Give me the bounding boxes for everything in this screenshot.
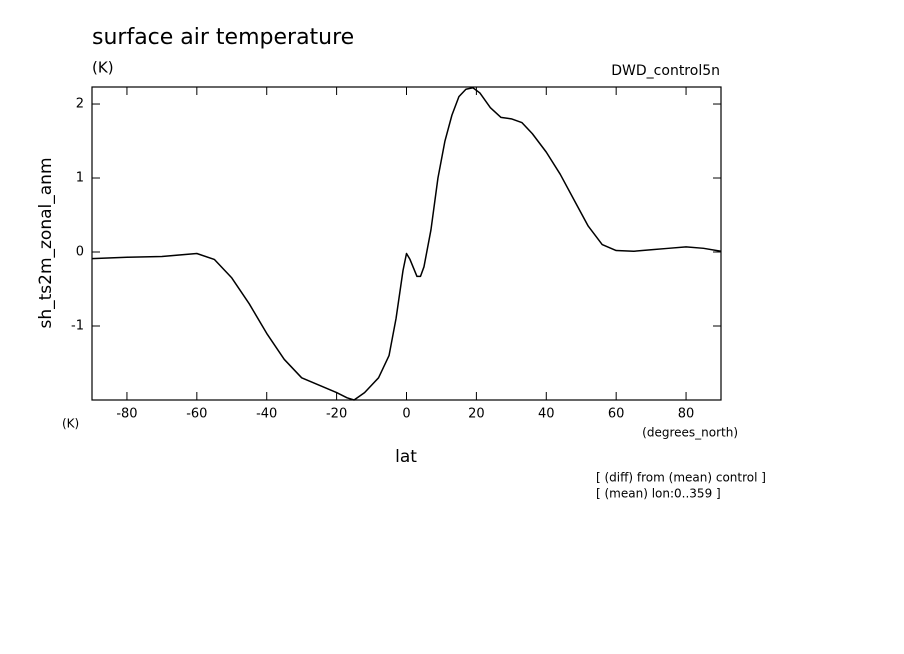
- line: [91, 86, 722, 401]
- x-tick-label: -80: [116, 407, 137, 422]
- units: (K): [92, 59, 114, 77]
- x-tick-label: 80: [678, 407, 695, 422]
- plot-frame: [91, 86, 722, 401]
- x-tick-label: -20: [326, 407, 347, 422]
- x-tick-label: -60: [186, 407, 207, 422]
- chart-title: surface air temperature: [92, 25, 354, 50]
- y-tick-label: 0: [76, 245, 84, 260]
- x-tick-label: 0: [402, 407, 410, 422]
- note: [ (mean) lon:0..359 ]: [596, 487, 721, 501]
- x-tick-label: -40: [256, 407, 277, 422]
- y-axis-label: sh_ts2m_zonal_anm: [36, 157, 56, 328]
- note: [ (diff) from (mean) control ]: [596, 471, 766, 485]
- x-tick-label: 60: [608, 407, 625, 422]
- x-axis-label: lat: [395, 447, 417, 467]
- x-tick-label: 40: [538, 407, 555, 422]
- x-tick-label: 20: [468, 407, 485, 422]
- y-tick-label: 2: [76, 97, 84, 112]
- y-tick-label: -1: [71, 319, 84, 334]
- x-units: (degrees_north): [642, 426, 738, 440]
- y-units: (K): [62, 417, 79, 431]
- dataset-label: DWD_control5n: [611, 63, 720, 79]
- y-tick-label: 1: [76, 171, 84, 186]
